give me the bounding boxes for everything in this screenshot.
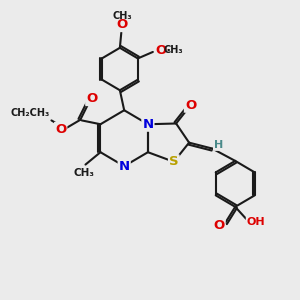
- Text: O: O: [116, 18, 128, 31]
- Text: H: H: [214, 140, 223, 150]
- Text: CH₃: CH₃: [112, 11, 132, 21]
- Text: CH₃: CH₃: [164, 46, 183, 56]
- Text: OH: OH: [247, 218, 265, 227]
- Text: O: O: [185, 99, 196, 112]
- Text: O: O: [155, 44, 167, 57]
- Text: O: O: [86, 92, 98, 105]
- Text: N: N: [142, 118, 154, 131]
- Text: CH₃: CH₃: [74, 167, 94, 178]
- Text: O: O: [55, 123, 66, 136]
- Text: S: S: [169, 155, 178, 168]
- Text: O: O: [213, 219, 225, 232]
- Text: N: N: [118, 160, 130, 173]
- Text: CH₂CH₃: CH₂CH₃: [11, 108, 50, 118]
